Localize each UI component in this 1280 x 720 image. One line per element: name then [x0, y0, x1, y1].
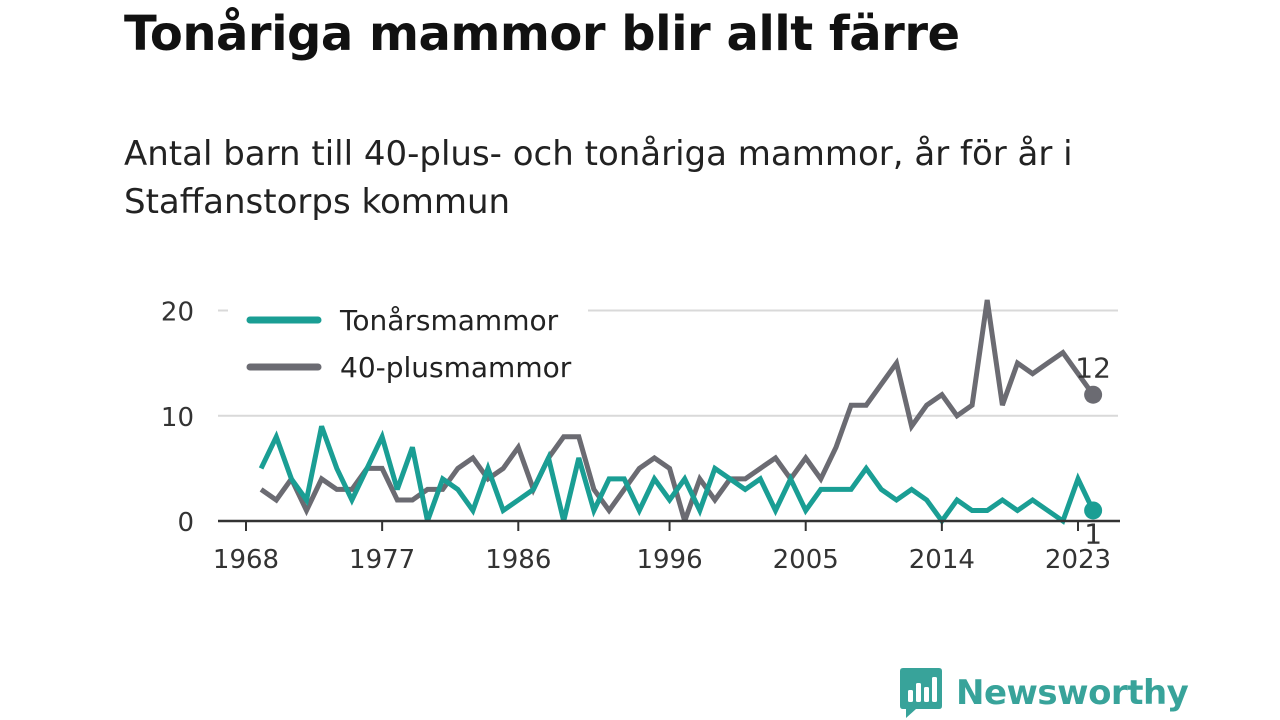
- series-line-tonarsmammor: [258, 425, 1096, 526]
- end-label-40-plusmammor: 12: [1075, 352, 1111, 385]
- x-tick-label-2005: 2005: [773, 545, 839, 575]
- x-tick-label-1968: 1968: [213, 545, 279, 575]
- brand-footer: Newsworthy: [900, 668, 1189, 718]
- end-point-tonarsmammor: [1084, 501, 1103, 520]
- end-point-40-plusmammor: [1084, 385, 1103, 404]
- line-chart: 0 10 20 Tonårsmammor 40-plusmammor 1968 197…: [160, 295, 1120, 575]
- x-tick-label-1996: 1996: [636, 545, 702, 575]
- series-lines: [258, 299, 1096, 526]
- chart-subtitle: Antal barn till 40-plus- och tonåriga ma…: [124, 134, 1073, 222]
- chart-title: Tonåriga mammor blir allt färre: [124, 6, 960, 62]
- newsworthy-chart-logo-icon: [900, 668, 942, 718]
- end-label-tonarsmammor: 1: [1084, 517, 1102, 550]
- x-tick-label-1986: 1986: [485, 545, 551, 575]
- legend: Tonårsmammor 40-plusmammor: [228, 295, 588, 395]
- series-line-40-plusmammor: [259, 299, 1096, 522]
- brand-name: Newsworthy: [956, 673, 1189, 713]
- end-markers: 12 1: [1075, 352, 1111, 551]
- y-tick-label-20: 20: [161, 298, 194, 328]
- x-axis: 1968 1977 1986 1996 2005 2014 2023: [213, 519, 1120, 575]
- legend-label-tonarsmammor: Tonårsmammor: [339, 304, 559, 337]
- x-tick-label-2014: 2014: [909, 545, 975, 575]
- legend-background: [228, 295, 588, 395]
- legend-label-40-plusmammor: 40-plusmammor: [340, 351, 572, 384]
- x-tick-label-2023: 2023: [1045, 545, 1111, 575]
- y-tick-label-10: 10: [161, 403, 194, 433]
- x-tick-label-1977: 1977: [349, 545, 415, 575]
- y-tick-label-0: 0: [177, 508, 194, 538]
